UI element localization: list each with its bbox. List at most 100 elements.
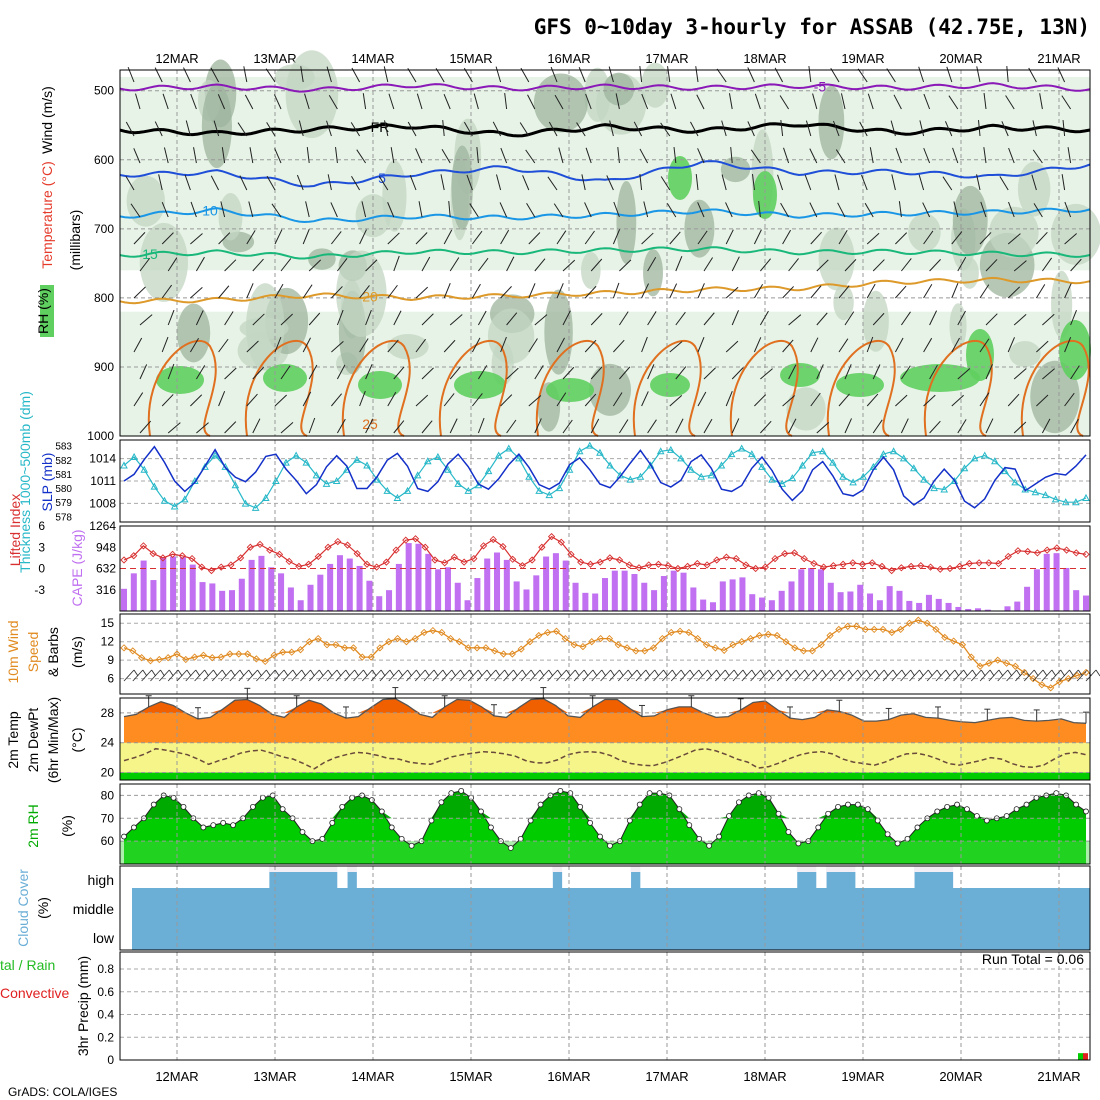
date-label-bottom: 19MAR <box>841 1069 884 1084</box>
wind-speed-point <box>120 644 128 652</box>
li-point <box>703 561 711 569</box>
cloud-high-gap <box>640 866 651 888</box>
rh2m-point <box>1073 801 1079 808</box>
surface-wind-barb-flag <box>883 669 889 677</box>
wind-barb <box>777 174 784 191</box>
precip-run-total: Run Total = 0.06 <box>982 951 1084 967</box>
wind-barb <box>133 148 141 164</box>
thickness-point <box>302 458 311 466</box>
wind-barb <box>837 202 846 218</box>
pressure-tick-label: 900 <box>94 360 114 374</box>
surface-wind-barb <box>494 669 506 682</box>
cloud-high-gap <box>962 866 974 888</box>
wind-barb <box>951 231 963 245</box>
wind-barb <box>193 147 197 164</box>
rh2m-point <box>765 794 772 801</box>
wind-speed-point <box>314 634 322 643</box>
thickness-point <box>393 493 402 501</box>
cloud-high-gap <box>190 866 201 888</box>
wind-speed-point <box>385 638 393 646</box>
cloud-high-gap <box>307 866 319 872</box>
cape-bar <box>778 590 785 611</box>
wind-barb <box>273 94 282 110</box>
wind-barb <box>1041 257 1052 272</box>
rh-shading-blob <box>126 175 166 227</box>
wind-barb <box>362 93 367 110</box>
surface-wind-barb <box>1076 669 1088 682</box>
surface-wind-barb <box>997 669 1009 682</box>
cape-bar <box>1033 569 1040 611</box>
wind-barb <box>751 174 755 191</box>
wind-barb <box>838 230 848 245</box>
surface-wind-barb <box>511 669 523 682</box>
surface-wind-barb-flag <box>822 669 827 677</box>
wind-barb <box>133 337 143 353</box>
cape-bar <box>386 590 393 611</box>
li-point <box>557 538 565 546</box>
wind-barb <box>866 393 879 407</box>
wind-barb <box>522 175 530 191</box>
surface-wind-barb-flag <box>839 669 845 677</box>
wind-barb <box>783 147 790 164</box>
wind-barb <box>1041 418 1051 434</box>
wind-barb <box>782 339 794 353</box>
wind-barb <box>639 148 649 164</box>
isotherm-25-loop <box>826 339 896 437</box>
surface-wind-barb <box>829 669 841 682</box>
cloud-high-gap <box>425 866 436 888</box>
thickness-point <box>778 479 787 487</box>
cape-bar <box>533 575 540 611</box>
temp-axis-title-1: 2m Temp <box>5 711 21 769</box>
cloud-high-gap <box>571 866 583 888</box>
wind-speed-point <box>994 656 1002 664</box>
surface-wind-barb-flag <box>539 669 545 677</box>
cape-bar <box>709 602 716 611</box>
wind-speed-point <box>1073 671 1081 680</box>
wind-speed-point <box>349 644 358 652</box>
isotherm-25-loop <box>244 339 314 437</box>
li-point <box>207 566 216 575</box>
rh2m-point <box>210 822 217 829</box>
wind-barb <box>609 120 614 137</box>
wind-barb <box>246 340 259 353</box>
wind-barb <box>758 201 761 218</box>
wind-barb <box>1042 368 1055 380</box>
li-point <box>1072 549 1080 557</box>
cloud-high-gap <box>444 866 456 888</box>
wind-barb <box>534 314 548 326</box>
li-point <box>858 560 867 568</box>
rh2m-point <box>230 822 236 829</box>
wind-barb <box>393 255 400 272</box>
wind-speed-point <box>844 622 852 630</box>
wind-barb <box>476 147 479 164</box>
wind-speed-point <box>1029 674 1037 683</box>
wind-barb <box>669 283 678 299</box>
wind-barb <box>647 419 657 434</box>
cloud-axis-title-1: Cloud Cover <box>15 869 31 947</box>
rh2m-point <box>388 824 395 831</box>
wind-barb <box>725 202 733 218</box>
wind-barb <box>492 121 502 137</box>
li-point <box>334 537 342 546</box>
wind-barb <box>562 366 575 380</box>
surface-wind-barb-flag <box>442 669 448 677</box>
wind-barb <box>237 122 248 137</box>
surface-wind-barb-flag <box>433 669 439 677</box>
wind-barb <box>977 120 981 137</box>
date-label-bottom: 21MAR <box>1037 1069 1080 1084</box>
cloud-high-gap <box>1050 866 1062 888</box>
wind-barb <box>1033 203 1043 218</box>
rh-shading-blob <box>544 289 573 375</box>
wind-barb <box>478 257 489 272</box>
li-point <box>285 557 293 566</box>
surface-wind-barb-flag <box>345 669 351 677</box>
cloud-high-gap <box>747 866 759 888</box>
wind-barb <box>443 339 456 353</box>
wind-barb <box>407 68 417 83</box>
wind-barb <box>584 285 597 299</box>
wind-barb <box>421 420 433 434</box>
wind-barb <box>613 339 625 353</box>
wind-barb <box>1013 421 1027 434</box>
wind-barb <box>606 175 614 191</box>
wind-barb <box>750 149 761 164</box>
